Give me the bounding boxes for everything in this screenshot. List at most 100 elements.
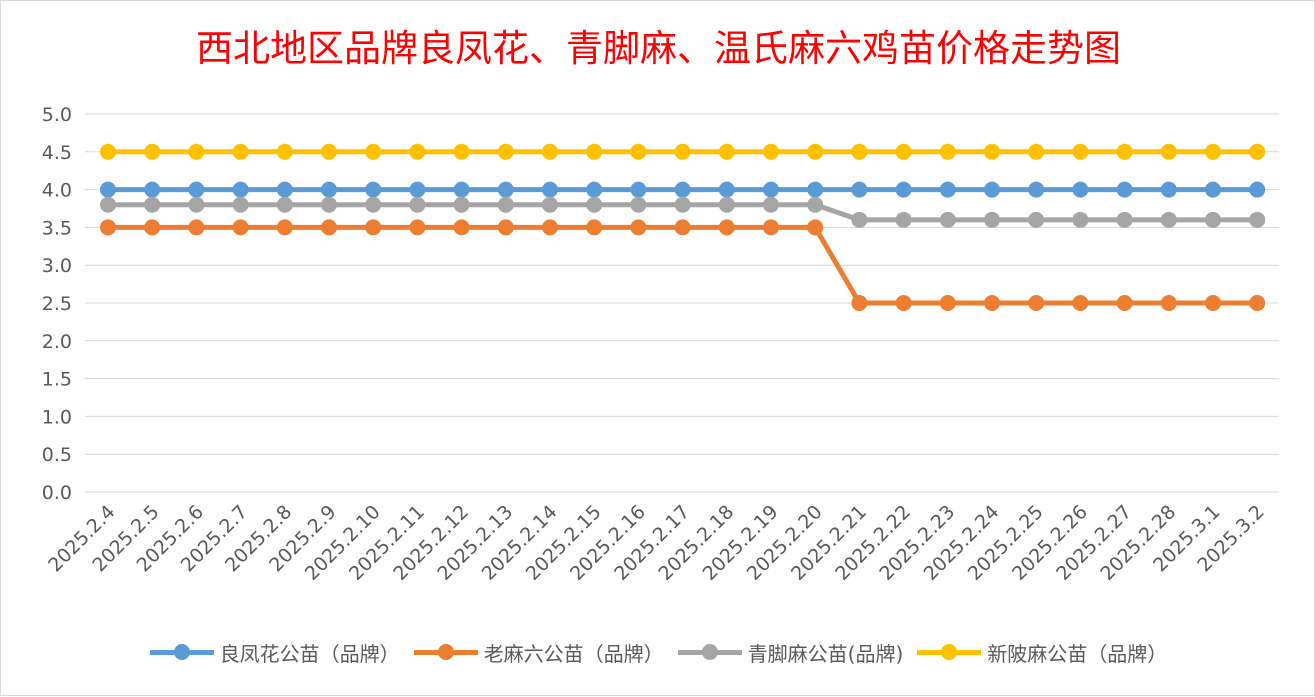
data-point: [895, 295, 912, 311]
data-point: [1028, 143, 1045, 160]
data-point: [674, 196, 691, 213]
data-point: [188, 196, 205, 213]
legend-marker: [917, 642, 982, 662]
data-point: [497, 181, 514, 198]
data-point: [365, 181, 382, 198]
data-point: [1116, 295, 1133, 311]
data-point: [674, 181, 691, 198]
data-point: [939, 143, 956, 160]
data-point: [188, 143, 205, 160]
data-point: [276, 219, 293, 236]
legend-item: 青脚麻公苗(品牌): [677, 638, 903, 667]
data-point: [1028, 211, 1045, 228]
data-point: [542, 196, 558, 213]
data-point: [763, 181, 779, 198]
chart-title: 西北地区品牌良凤花、青脚麻、温氏麻六鸡苗价格走势图: [196, 27, 1121, 70]
legend-item: 老麻六公苗（品牌）: [413, 638, 664, 667]
data-point: [276, 196, 293, 213]
data-point: [409, 219, 426, 236]
data-point: [497, 143, 514, 160]
data-point: [763, 219, 779, 236]
data-point: [1205, 295, 1221, 311]
data-point: [763, 196, 779, 213]
data-point: [630, 196, 647, 213]
data-point: [984, 295, 1000, 311]
y-tick-label: 0.5: [42, 444, 72, 466]
data-point: [1249, 211, 1266, 228]
data-point: [276, 143, 293, 160]
data-point: [984, 181, 1000, 198]
data-point: [851, 211, 868, 228]
data-point: [409, 181, 426, 198]
data-point: [984, 143, 1000, 160]
data-point: [807, 181, 824, 198]
data-point: [100, 143, 116, 160]
data-point: [586, 143, 603, 160]
data-point: [718, 181, 735, 198]
data-point: [276, 181, 293, 198]
data-point: [453, 196, 470, 213]
data-point: [674, 143, 691, 160]
data-point: [718, 143, 735, 160]
data-point: [1205, 211, 1221, 228]
y-axis-ticks: 0.0 0.5 1.0 1.5 2.0 2.5 3.0 3.5 4.0 4.5 5.0: [42, 104, 72, 504]
data-point: [542, 181, 558, 198]
data-point: [630, 219, 647, 236]
data-point: [365, 196, 382, 213]
data-point: [100, 196, 116, 213]
data-point: [144, 219, 161, 236]
data-point: [321, 181, 337, 198]
y-tick-label: 2.5: [42, 293, 72, 315]
data-point: [232, 143, 249, 160]
data-point: [1160, 211, 1177, 228]
data-point: [1028, 295, 1045, 311]
data-point: [1205, 181, 1221, 198]
y-tick-label: 4.5: [42, 142, 72, 164]
data-point: [1160, 181, 1177, 198]
legend-label: 新陂麻公苗（品牌）: [987, 641, 1168, 666]
data-point: [232, 181, 249, 198]
y-tick-label: 1.5: [42, 369, 72, 391]
series-1: [100, 181, 1266, 198]
data-point: [807, 219, 824, 236]
data-point: [939, 211, 956, 228]
data-point: [851, 143, 868, 160]
data-point: [232, 219, 249, 236]
data-point: [1116, 211, 1133, 228]
data-point: [1249, 143, 1266, 160]
legend-item: 良凤花公苗（品牌）: [149, 638, 400, 667]
data-point: [807, 143, 824, 160]
data-point: [497, 219, 514, 236]
data-point: [939, 295, 956, 311]
data-point: [409, 196, 426, 213]
legend-label: 良凤花公苗（品牌）: [219, 641, 400, 666]
legend: 良凤花公苗（品牌） 老麻六公苗（品牌） 青脚麻公苗(品牌) 新陂麻公苗（品牌）: [1, 636, 1315, 668]
series-4: [100, 143, 1266, 160]
y-tick-label: 5.0: [42, 104, 72, 126]
data-point: [1160, 295, 1177, 311]
data-point: [188, 219, 205, 236]
data-point: [1249, 295, 1266, 311]
y-tick-label: 1.0: [42, 406, 72, 428]
data-point: [718, 196, 735, 213]
data-point: [1072, 181, 1089, 198]
data-point: [1205, 143, 1221, 160]
data-point: [453, 219, 470, 236]
data-point: [630, 181, 647, 198]
data-point: [321, 196, 337, 213]
data-point: [144, 196, 161, 213]
data-point: [1072, 143, 1089, 160]
data-point: [100, 219, 116, 236]
data-point: [144, 181, 161, 198]
data-point: [453, 181, 470, 198]
data-point: [321, 219, 337, 236]
y-tick-label: 3.0: [42, 255, 72, 277]
data-point: [984, 211, 1000, 228]
legend-label: 老麻六公苗（品牌）: [483, 641, 664, 666]
data-point: [630, 143, 647, 160]
legend-marker: [149, 642, 214, 662]
data-point: [497, 196, 514, 213]
y-tick-label: 4.0: [42, 180, 72, 202]
data-point: [586, 181, 603, 198]
